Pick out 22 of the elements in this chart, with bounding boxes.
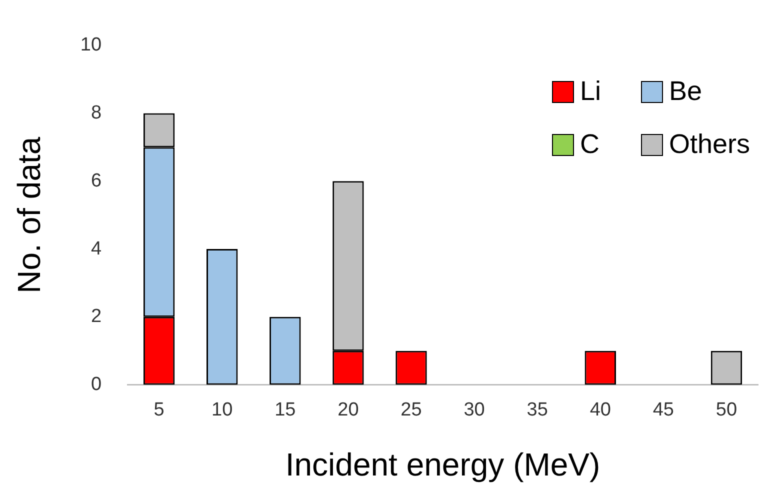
x-axis-title: Incident energy (MeV) bbox=[285, 446, 600, 483]
y-axis-title: No. of data bbox=[11, 136, 48, 294]
y-tick-label: 0 bbox=[90, 374, 102, 396]
y-tick-label: 10 bbox=[80, 34, 102, 56]
y-tick-label: 2 bbox=[90, 306, 102, 328]
legend-label: C bbox=[580, 129, 600, 160]
x-tick-label: 45 bbox=[652, 399, 674, 420]
x-tick-label: 15 bbox=[274, 399, 296, 420]
x-tick-label: 35 bbox=[526, 399, 548, 420]
y-tick-label: 6 bbox=[90, 170, 102, 192]
x-tick-label: 5 bbox=[154, 399, 164, 420]
y-tick-label: 8 bbox=[90, 102, 102, 124]
legend-label: Li bbox=[580, 76, 601, 107]
x-tick-label: 10 bbox=[212, 399, 233, 420]
x-tick-label: 50 bbox=[716, 399, 738, 420]
y-tick-label: 4 bbox=[90, 238, 102, 260]
x-tick-label: 40 bbox=[590, 399, 611, 420]
x-tick-label: 30 bbox=[464, 399, 485, 420]
legend-label: Others bbox=[668, 129, 750, 160]
x-tick-label: 20 bbox=[338, 399, 359, 420]
legend-label: Be bbox=[668, 76, 702, 107]
x-tick-label: 25 bbox=[400, 399, 422, 420]
